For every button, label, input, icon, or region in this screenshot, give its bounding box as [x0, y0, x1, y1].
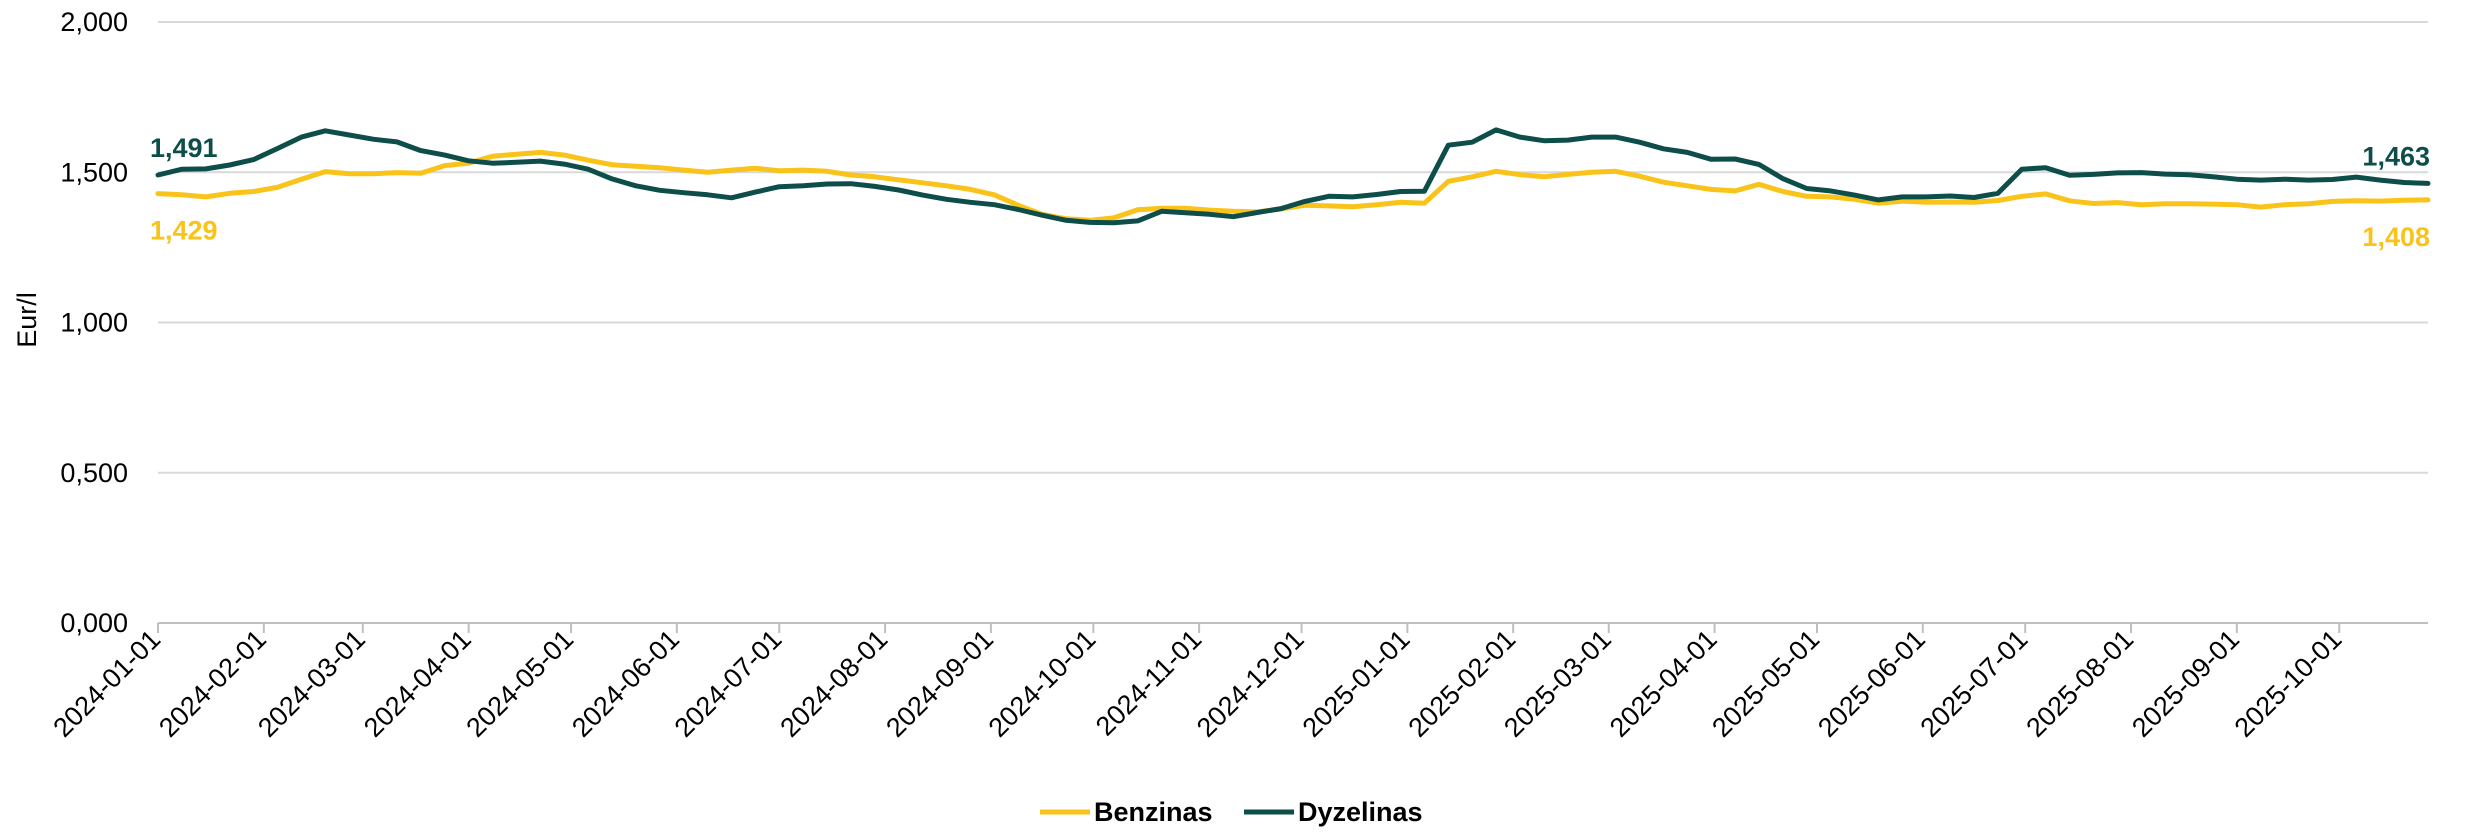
x-tick-label: 2024-08-01 — [774, 624, 893, 743]
series-last-value-label: 1,463 — [2362, 141, 2430, 171]
x-tick-label: 2025-06-01 — [1812, 624, 1931, 743]
y-tick-label: 1,000 — [60, 308, 128, 338]
x-tick-label: 2024-09-01 — [880, 624, 999, 743]
end-labels: 1,429 1,408 1,491 1,463 — [150, 133, 2430, 252]
y-tick-label: 2,000 — [60, 7, 128, 37]
y-tick-label: 1,500 — [60, 157, 128, 187]
y-axis: 0,000 0,500 1,000 1,500 2,000 — [60, 7, 128, 638]
x-tick-label: 2024-11-01 — [1090, 624, 1207, 741]
x-tick-label: 2024-05-01 — [460, 624, 579, 743]
series-first-value-label: 1,429 — [150, 216, 218, 246]
x-tick-label: 2025-04-01 — [1604, 624, 1723, 743]
series-last-value-label: 1,408 — [2362, 222, 2430, 252]
x-tick-label: 2024-07-01 — [669, 624, 788, 743]
series-layer — [155, 127, 2431, 226]
x-tick-label: 2025-09-01 — [2126, 624, 2245, 743]
series-first-value-label: 1,491 — [150, 133, 218, 163]
x-axis: 2024-01-012024-02-012024-03-012024-04-01… — [47, 622, 2428, 743]
x-tick-label: 2024-04-01 — [358, 624, 477, 743]
legend-label: Dyzelinas — [1298, 797, 1423, 827]
x-tick-label: 2025-05-01 — [1706, 624, 1825, 743]
legend-label: Benzinas — [1094, 797, 1213, 827]
x-tick-label: 2024-06-01 — [566, 624, 685, 743]
x-tick-label: 2025-08-01 — [2020, 624, 2139, 743]
x-tick-label: 2025-10-01 — [2229, 624, 2348, 743]
y-axis-title: Eur/l — [12, 292, 42, 348]
x-tick-label: 2025-07-01 — [1915, 624, 2034, 743]
grid-layer — [158, 21, 2428, 474]
x-tick-label: 2025-01-01 — [1297, 624, 1416, 743]
x-tick-label: 2024-10-01 — [983, 624, 1102, 743]
x-tick-label: 2024-01-01 — [47, 624, 166, 743]
y-tick-label: 0,000 — [60, 608, 128, 638]
series-line-dyzelinas — [155, 127, 2431, 226]
x-tick-label: 2024-12-01 — [1191, 624, 1310, 743]
x-tick-label: 2024-03-01 — [252, 624, 371, 743]
legend: Benzinas Dyzelinas — [1040, 797, 1423, 827]
y-tick-label: 0,500 — [60, 458, 128, 488]
